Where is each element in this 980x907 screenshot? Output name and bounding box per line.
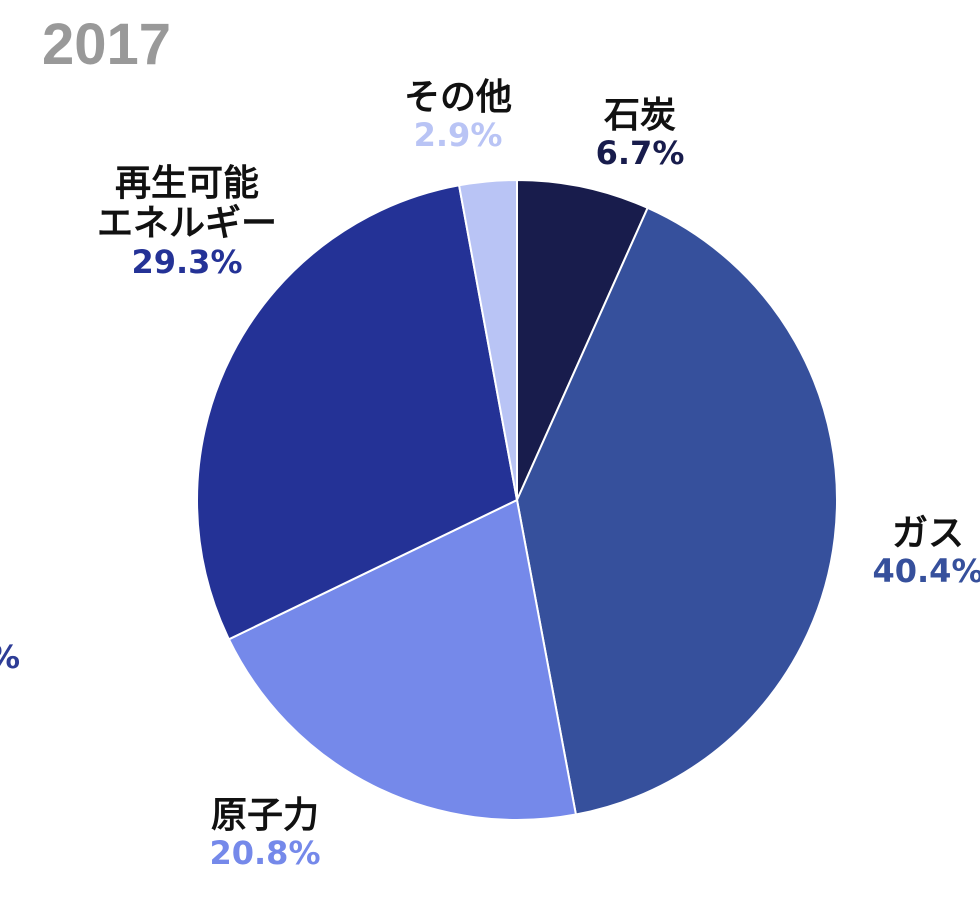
cropped-label-fragment: % <box>0 638 20 676</box>
chart-title: 2017 <box>42 12 172 77</box>
label-coal-name: 石炭 <box>603 95 676 136</box>
slice-gas <box>515 206 839 816</box>
slice-coal <box>516 178 649 501</box>
slice-nuclear <box>227 498 578 821</box>
label-other-pct: 2.9% <box>413 116 503 155</box>
label-renewable: 再生可能 エネルギー 29.3% <box>62 163 312 281</box>
label-gas: ガス 40.4% <box>858 513 980 591</box>
label-nuclear: 原子力 20.8% <box>190 795 340 873</box>
label-other-name: その他 <box>403 77 512 118</box>
label-other: その他 2.9% <box>378 77 538 155</box>
label-nuclear-pct: 20.8% <box>209 834 321 873</box>
label-coal: 石炭 6.7% <box>580 95 700 173</box>
label-renewable-name: 再生可能 エネルギー <box>96 163 277 245</box>
label-coal-pct: 6.7% <box>595 134 685 173</box>
label-gas-name: ガス <box>891 513 964 554</box>
slice-other <box>457 178 518 501</box>
slice-renewable <box>196 184 519 641</box>
label-nuclear-name: 原子力 <box>210 795 319 836</box>
label-renewable-pct: 29.3% <box>131 242 243 281</box>
label-gas-pct: 40.4% <box>872 552 980 591</box>
